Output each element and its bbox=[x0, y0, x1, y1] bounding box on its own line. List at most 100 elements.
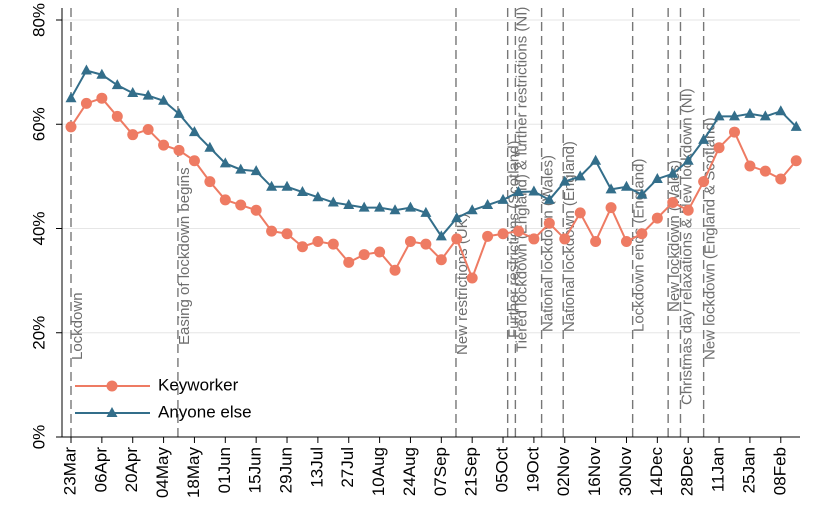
point bbox=[327, 196, 339, 207]
point bbox=[188, 126, 200, 137]
y-tick-label: 0% bbox=[29, 425, 48, 450]
point bbox=[142, 89, 154, 100]
point bbox=[775, 105, 787, 116]
x-tick-label: 11Jan bbox=[709, 447, 728, 492]
point bbox=[759, 165, 771, 177]
y-tick-label: 80% bbox=[29, 3, 48, 37]
point bbox=[605, 183, 617, 194]
point bbox=[651, 172, 663, 183]
point bbox=[482, 199, 494, 210]
point bbox=[590, 154, 602, 165]
point bbox=[605, 202, 617, 214]
point bbox=[682, 154, 694, 165]
point bbox=[296, 186, 308, 197]
point bbox=[204, 176, 216, 188]
y-tick-label: 20% bbox=[29, 316, 48, 350]
point bbox=[512, 225, 524, 237]
x-tick-label: 07Sep bbox=[431, 447, 450, 496]
point bbox=[497, 193, 509, 204]
x-tick-label: 30Nov bbox=[616, 447, 635, 497]
annotation-label: Christmas day relaxations & New lockdown… bbox=[678, 88, 695, 405]
point bbox=[219, 194, 231, 206]
point bbox=[790, 155, 802, 167]
x-tick-label: 01Jun bbox=[215, 447, 234, 493]
x-tick-label: 21Sep bbox=[462, 447, 481, 496]
x-tick-label: 19Oct bbox=[523, 447, 542, 493]
point bbox=[435, 254, 447, 266]
point bbox=[543, 217, 555, 229]
point bbox=[358, 201, 370, 212]
point bbox=[65, 92, 77, 103]
point bbox=[651, 212, 663, 224]
point bbox=[466, 204, 478, 215]
point bbox=[343, 256, 355, 268]
point bbox=[451, 233, 463, 245]
point bbox=[204, 141, 216, 152]
series bbox=[65, 92, 802, 284]
y-tick-label: 60% bbox=[29, 107, 48, 141]
point bbox=[528, 185, 540, 196]
point bbox=[127, 129, 139, 141]
point bbox=[111, 79, 123, 90]
point bbox=[266, 225, 278, 237]
annotation-label: New restrictions (UK) bbox=[454, 213, 471, 355]
point bbox=[528, 233, 540, 245]
legend-marker bbox=[106, 407, 118, 417]
point bbox=[420, 238, 432, 250]
point bbox=[111, 110, 123, 122]
point bbox=[389, 264, 401, 276]
x-tick-label: 16Nov bbox=[585, 447, 604, 497]
point bbox=[158, 139, 170, 151]
point bbox=[96, 92, 108, 104]
x-tick-label: 10Aug bbox=[369, 447, 388, 496]
point bbox=[744, 107, 756, 118]
point bbox=[281, 228, 293, 240]
point bbox=[173, 107, 185, 118]
x-tick-label: 15Jun bbox=[246, 447, 265, 493]
y-tick-label: 40% bbox=[29, 211, 48, 245]
point bbox=[543, 193, 555, 204]
point bbox=[698, 176, 710, 188]
x-tick-label: 24Aug bbox=[400, 447, 419, 496]
point bbox=[775, 173, 787, 185]
x-tick-label: 08Feb bbox=[770, 447, 789, 495]
x-tick-label: 06Apr bbox=[91, 447, 110, 493]
point bbox=[404, 236, 416, 248]
point bbox=[312, 236, 324, 248]
point bbox=[559, 175, 571, 186]
point bbox=[266, 180, 278, 191]
point bbox=[636, 228, 648, 240]
point bbox=[374, 246, 386, 258]
point bbox=[188, 155, 200, 167]
point bbox=[173, 144, 185, 156]
point bbox=[250, 165, 262, 176]
annotation-label: Easing of lockdown begins bbox=[176, 167, 193, 345]
x-tick-label: 29Jun bbox=[277, 447, 296, 493]
point bbox=[728, 126, 740, 138]
point bbox=[620, 180, 632, 191]
point bbox=[574, 207, 586, 219]
point bbox=[790, 120, 802, 131]
x-tick-label: 13Jul bbox=[307, 447, 326, 488]
x-tick-label: 20Apr bbox=[122, 447, 141, 493]
point bbox=[667, 167, 679, 178]
point bbox=[96, 68, 108, 79]
x-tick-label: 27Jul bbox=[338, 447, 357, 488]
x-tick-label: 14Dec bbox=[647, 447, 666, 497]
x-tick-label: 25Jan bbox=[739, 447, 758, 493]
point bbox=[713, 142, 725, 154]
point bbox=[497, 228, 509, 240]
point bbox=[713, 110, 725, 121]
point bbox=[358, 249, 370, 261]
point bbox=[235, 199, 247, 211]
point bbox=[728, 110, 740, 121]
x-tick-label: 04May bbox=[153, 447, 172, 499]
point bbox=[667, 196, 679, 208]
point bbox=[389, 204, 401, 215]
point bbox=[682, 204, 694, 216]
point bbox=[374, 201, 386, 212]
point bbox=[574, 170, 586, 181]
legend-label: Keyworker bbox=[158, 375, 239, 394]
